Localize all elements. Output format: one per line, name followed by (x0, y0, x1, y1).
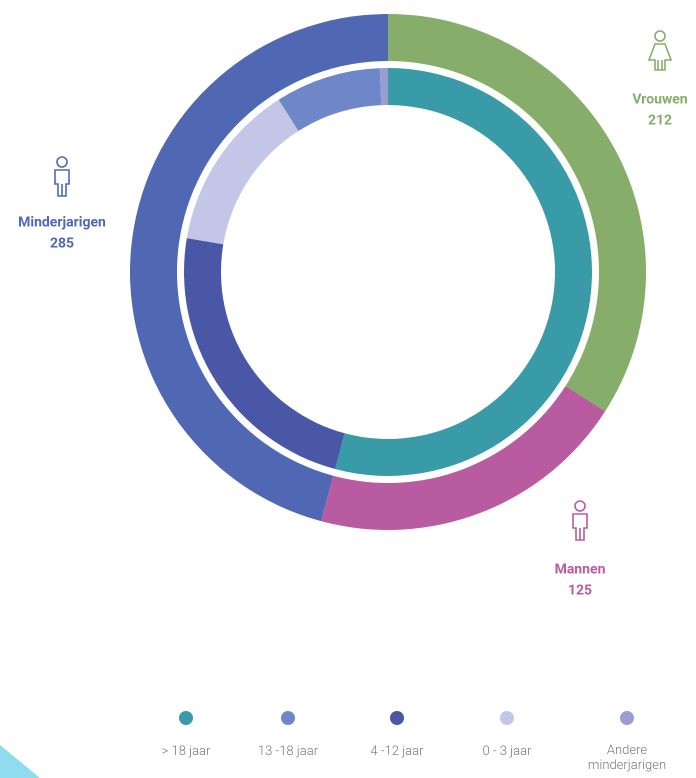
legend-swatch (281, 711, 295, 725)
legend-swatch (179, 711, 193, 725)
legend-label: 4 -12 jaar (370, 744, 424, 759)
donut-slice (129, 14, 389, 522)
donut-slice (186, 99, 299, 245)
legend-label: Andere minderjarigen (587, 743, 667, 773)
donut-slice (335, 68, 592, 477)
slice-label: Vrouwen (632, 92, 687, 108)
donut-slice (388, 14, 646, 412)
icons (54, 30, 673, 541)
donut-slice (379, 68, 388, 106)
donut-slice (278, 68, 382, 132)
legend-label: 13 -18 jaar (257, 744, 319, 759)
legend-swatch (390, 711, 404, 725)
slice-label: Minderjarigen (18, 215, 106, 231)
donut-slice (321, 385, 606, 531)
donut-slice (184, 238, 345, 470)
legend-swatch (620, 711, 634, 725)
legend-label: > 18 jaar (161, 744, 211, 759)
legend-label: 0 - 3 jaar (482, 744, 532, 759)
slice-value: 285 (50, 236, 74, 252)
slice-value: 125 (568, 583, 592, 599)
decoration (0, 745, 40, 778)
slice-label: Mannen (555, 562, 606, 578)
slice-value: 212 (648, 113, 672, 129)
legend-swatch (500, 711, 514, 725)
